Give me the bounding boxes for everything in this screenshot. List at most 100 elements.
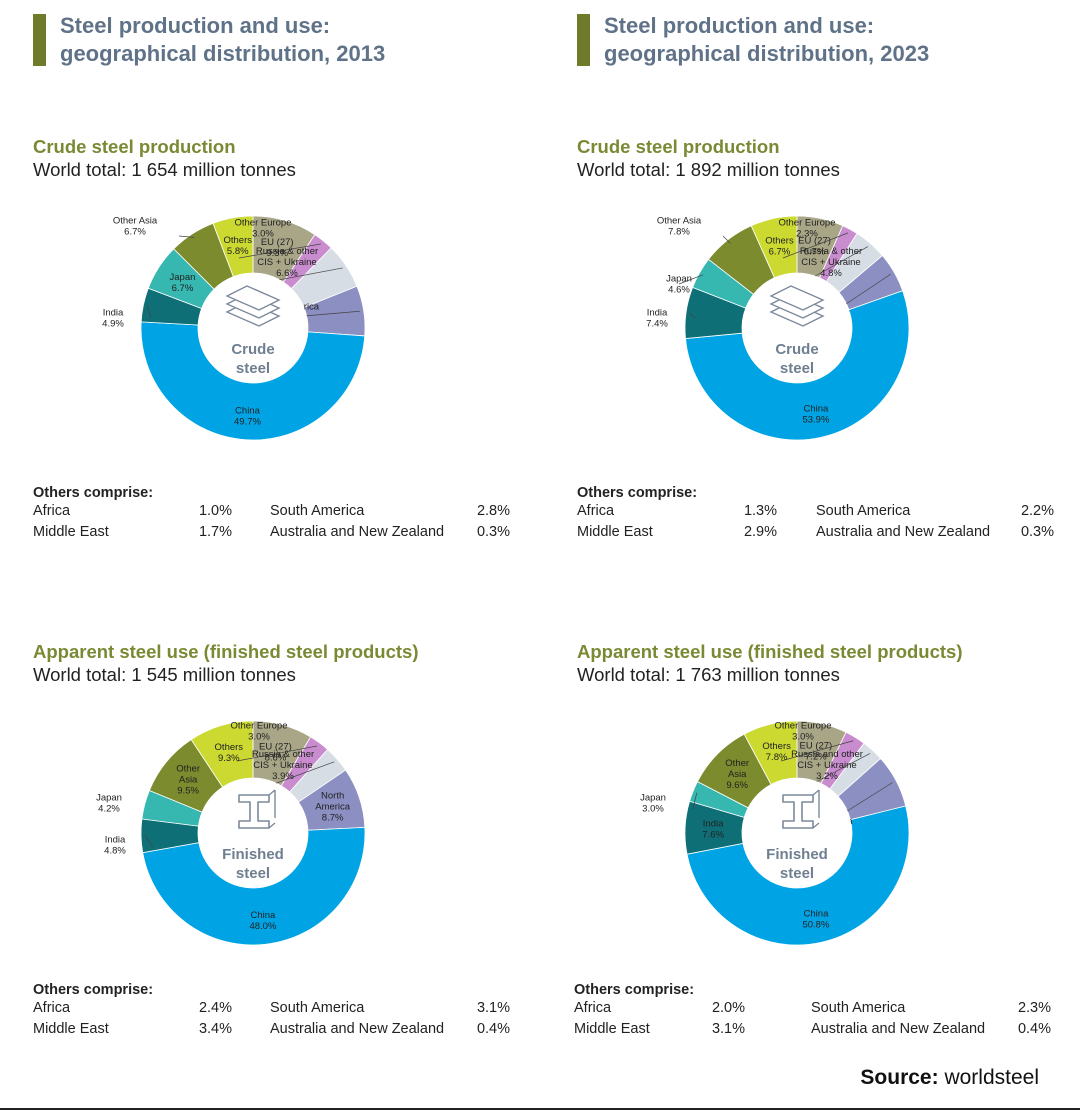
donut-center <box>742 778 852 888</box>
others-name: Africa <box>33 503 71 519</box>
slice-label-line: 9.3% <box>218 753 240 764</box>
leader-line <box>780 740 854 762</box>
slice-label-line: Russia & other <box>800 246 862 257</box>
section-heading: Apparent steel use (finished steel produ… <box>33 641 419 662</box>
panel-title-line2: geographical distribution, 2013 <box>60 41 386 66</box>
leader-line <box>238 243 321 259</box>
donut-chart-crude-2023: EU (27) 6.7%Other Europe 2.3%Russia & othe… <box>646 215 910 441</box>
others-name: Middle East <box>33 524 109 540</box>
leader-line <box>178 235 195 238</box>
slice-label-line: Other Europe <box>234 218 291 229</box>
slice-label-other-europe: Other Europe 2.3% <box>778 218 835 240</box>
others-name: Australia and New Zealand <box>270 524 445 540</box>
others-value: 0.3% <box>476 524 510 540</box>
slice-label-line: 7.8% <box>766 752 788 763</box>
slice-label-line: Others <box>215 742 244 753</box>
slice-label-line: 2.3% <box>796 229 818 240</box>
others-value: 1.7% <box>198 524 232 540</box>
center-label-line1: Finished <box>222 846 284 863</box>
slice-label-line: Others <box>224 235 253 246</box>
steel-slab-icon <box>225 285 281 311</box>
slice-label-other-europe: Other Europe 3.0% <box>774 721 831 743</box>
slice-label-eu-27: EU (27) 8.6% <box>259 742 292 764</box>
others-heading: Others comprise: <box>33 982 154 998</box>
slice-label-india: India 4.8% <box>104 835 126 857</box>
others-name: Middle East <box>577 524 653 540</box>
slice-labels: EU (27) 8.6%Other Europe 3.0%Russia & othe… <box>96 721 351 932</box>
slice-label-china: China 53.9% <box>802 403 829 425</box>
slice-label-china: China 50.8% <box>802 908 829 930</box>
slice-label-india: India 4.9% <box>102 308 124 330</box>
slice-label-other-europe: Other Europe 3.0% <box>234 218 291 240</box>
center-label-line2: steel <box>236 360 270 377</box>
slice-label-line: Other Asia <box>657 216 702 227</box>
others-name: South America <box>270 503 365 519</box>
others-value: 0.4% <box>476 1021 510 1037</box>
slice-label-line: Japan <box>170 272 196 283</box>
section-heading: Apparent steel use (finished steel produ… <box>577 641 963 662</box>
slice-label-other-asia: Other Asia 7.8% <box>657 216 702 238</box>
slice-label-line: Japan <box>666 274 692 285</box>
panel-title: Steel production and use: geographical d… <box>604 12 929 68</box>
slice-label-line: 3.0% <box>248 732 270 743</box>
slice-label-line: 6.7% <box>804 246 826 257</box>
slice-label-line: India <box>105 835 126 846</box>
donut-slices <box>684 215 910 441</box>
others-name: Australia and New Zealand <box>811 1021 986 1037</box>
slice-label-other-asia: Other Asia 9.6% <box>725 758 749 791</box>
slice-label-line: 4.9% <box>102 319 124 330</box>
donut-center <box>198 778 308 888</box>
others-row: Africa 2.4% South America 3.1% <box>33 1000 513 1021</box>
others-value: 2.2% <box>1020 503 1054 519</box>
slice-label-line: EU (27) <box>799 741 832 752</box>
slice-label-others: Others 5.8% <box>224 235 253 257</box>
slice-label-line: Japan <box>96 793 122 804</box>
bottom-divider <box>0 1108 1080 1110</box>
steel-slab-icon <box>769 285 825 311</box>
world-total: World total: 1 545 million tonnes <box>33 664 296 685</box>
leader-line <box>692 792 698 810</box>
others-heading: Others comprise: <box>577 485 698 501</box>
slice-label-india: India 7.4% <box>646 308 668 330</box>
section-heading: Crude steel production <box>33 136 236 157</box>
others-breakdown: Others comprise: Africa 1.0% South Ameri… <box>33 485 513 545</box>
leader-line <box>689 312 696 319</box>
others-name: South America <box>270 1000 365 1016</box>
slice-label-line: Russia & other <box>256 246 318 257</box>
slice-label-line: 4.2% <box>98 804 120 815</box>
center-group: Finished steel <box>766 789 828 882</box>
others-name: Africa <box>577 503 615 519</box>
slice-label-line: EU (27) <box>261 237 294 248</box>
slice-labels: EU (27) 6.7%Other Europe 2.3%Russia & othe… <box>646 216 891 425</box>
others-name: South America <box>811 1000 906 1016</box>
others-value: 3.4% <box>198 1021 232 1037</box>
slice-label-others: Others 7.8% <box>762 741 791 763</box>
others-value: 0.3% <box>1020 524 1054 540</box>
slice-label-line: 50.8% <box>802 919 829 930</box>
slice-label-line: CIS + Ukraine <box>257 257 316 268</box>
slice-label-line: 3.0% <box>252 229 274 240</box>
slice-label-line: Asia <box>728 769 747 780</box>
slice-label-line: India <box>703 818 724 829</box>
slice-label-line: 6.6% <box>276 268 298 279</box>
source-note: Source: worldsteel <box>860 1066 1039 1090</box>
slice-label-line: China <box>251 910 277 921</box>
others-breakdown: Others comprise: Africa 2.0% South Ameri… <box>574 982 1054 1042</box>
others-value: 2.0% <box>711 1000 745 1016</box>
slice-label-line: Other Europe <box>774 721 831 732</box>
steel-beam-depth <box>268 789 276 829</box>
panel-title-line1: Steel production and use: <box>604 13 875 38</box>
others-value: 3.1% <box>476 1000 510 1016</box>
slice-label-line: Other <box>176 764 200 775</box>
steel-beam-depth <box>812 789 820 829</box>
slice-label-russia-other-cis-ukraine: Russia & other CIS + Ukraine 4.8% <box>800 246 862 279</box>
others-value: 1.0% <box>198 503 232 519</box>
slice-label-north-america: North America 8.7% <box>315 790 351 823</box>
center-label-line2: steel <box>780 360 814 377</box>
slice-label-line: 6.7% <box>172 283 194 294</box>
others-row: Middle East 3.1% Australia and New Zeala… <box>574 1021 1054 1042</box>
others-name: Middle East <box>33 1021 109 1037</box>
others-row: Middle East 1.7% Australia and New Zeala… <box>33 524 513 545</box>
others-name: Australia and New Zealand <box>816 524 991 540</box>
center-group: Crude steel <box>769 285 825 377</box>
